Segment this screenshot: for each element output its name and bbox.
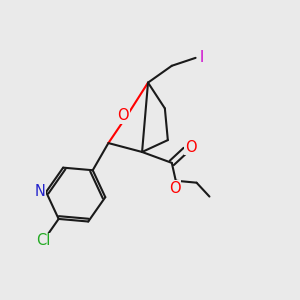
Text: Cl: Cl (36, 233, 50, 248)
Text: O: O (117, 108, 129, 123)
Text: I: I (200, 50, 204, 65)
Text: N: N (35, 184, 46, 200)
Text: O: O (169, 181, 181, 196)
Text: O: O (185, 140, 197, 154)
